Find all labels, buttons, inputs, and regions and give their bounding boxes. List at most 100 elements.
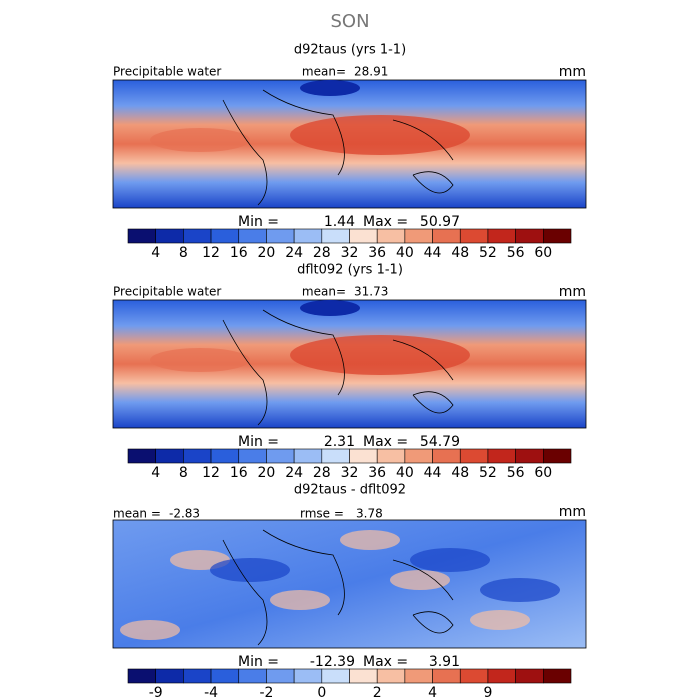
colorbar-box <box>376 668 406 684</box>
colorbar-label: 28 <box>313 465 331 481</box>
colorbar-box <box>376 228 406 244</box>
min-label: Min = <box>238 654 279 670</box>
max-value: 50.97 <box>420 214 460 230</box>
max-value: 3.91 <box>429 654 460 670</box>
colorbar-box <box>127 228 156 244</box>
colorbar-box <box>321 448 350 464</box>
colorbar-label: 36 <box>368 465 386 481</box>
colorbar-box <box>321 668 350 684</box>
stat-label: mean= <box>302 285 346 299</box>
map-blob <box>300 300 360 316</box>
panel-title: d92taus - dflt092 <box>294 483 406 498</box>
map-blob <box>340 530 400 550</box>
colorbar-box <box>321 228 350 244</box>
colorbar-label: 32 <box>341 245 359 261</box>
colorbar-box <box>210 448 240 464</box>
max-label: Max = <box>363 214 408 230</box>
stat-value: 3.78 <box>356 507 383 521</box>
colorbar-label: 2 <box>373 685 382 700</box>
colorbar-box <box>404 668 433 684</box>
colorbar-label: 48 <box>451 465 469 481</box>
stat-label: rmse = <box>300 507 344 521</box>
colorbar-box <box>404 228 433 244</box>
colorbar-box <box>155 448 184 464</box>
panel-title: dflt092 (yrs 1-1) <box>297 263 403 278</box>
colorbar-box <box>349 228 378 244</box>
map-blob <box>390 570 450 590</box>
map-blob <box>410 548 490 572</box>
colorbar-label: -2 <box>259 685 273 700</box>
colorbar-box <box>266 228 295 244</box>
colorbar-label: 4 <box>151 465 160 481</box>
min-value: -12.39 <box>310 654 355 670</box>
colorbar-box <box>266 668 295 684</box>
colorbar-box <box>183 668 212 684</box>
units: mm <box>559 504 586 520</box>
colorbar-label: 9 <box>483 685 492 700</box>
colorbar-box <box>238 448 267 464</box>
colorbar-box <box>349 448 378 464</box>
panel-title: d92taus (yrs 1-1) <box>294 43 406 58</box>
colorbar-box <box>515 228 544 244</box>
colorbar-box <box>266 448 295 464</box>
field-label: Precipitable water <box>113 285 221 299</box>
coastline <box>222 529 454 646</box>
colorbar-label: 12 <box>202 465 220 481</box>
colorbar-box <box>293 668 323 684</box>
coastline <box>222 89 454 206</box>
stat-value: -2.83 <box>169 507 200 521</box>
stat-label: mean= <box>302 65 346 79</box>
colorbar-label: 8 <box>179 465 188 481</box>
colorbar-box <box>515 448 544 464</box>
colorbar-box <box>459 228 489 244</box>
colorbar-label: 4 <box>428 685 437 700</box>
min-label: Min = <box>238 434 279 450</box>
colorbar-box <box>487 448 516 464</box>
stat-label: mean = <box>113 507 161 521</box>
map-blob <box>270 590 330 610</box>
colorbar-box <box>210 668 240 684</box>
units: mm <box>559 284 586 300</box>
max-label: Max = <box>363 654 408 670</box>
colorbar-label: -4 <box>204 685 218 700</box>
map-blob <box>470 610 530 630</box>
colorbar-label: -9 <box>149 685 163 700</box>
field-label: Precipitable water <box>113 65 221 79</box>
colorbar-label: 44 <box>424 245 442 261</box>
colorbar-label: 16 <box>230 245 248 261</box>
colorbar-box <box>404 448 433 464</box>
min-label: Min = <box>238 214 279 230</box>
colorbar-label: 52 <box>479 245 497 261</box>
colorbar-box <box>183 448 212 464</box>
max-value: 54.79 <box>420 434 460 450</box>
colorbar-label: 32 <box>341 465 359 481</box>
colorbar-box <box>127 448 156 464</box>
colorbar-box <box>183 228 212 244</box>
colorbar-box <box>487 228 516 244</box>
colorbar-label: 4 <box>151 245 160 261</box>
colorbar-label: 0 <box>317 685 326 700</box>
coastline <box>222 309 454 426</box>
colorbar-box <box>293 228 323 244</box>
colorbar-box <box>459 448 489 464</box>
colorbar-label: 20 <box>258 465 276 481</box>
colorbar-label: 44 <box>424 465 442 481</box>
colorbar-box <box>432 228 461 244</box>
colorbar-label: 48 <box>451 245 469 261</box>
colorbar-box <box>543 668 572 684</box>
map-blob <box>480 578 560 602</box>
colorbar-label: 52 <box>479 465 497 481</box>
colorbar-label: 24 <box>285 245 303 261</box>
colorbar-label: 60 <box>534 245 552 261</box>
colorbar-label: 16 <box>230 465 248 481</box>
map-blob <box>290 335 470 375</box>
colorbar-label: 24 <box>285 465 303 481</box>
min-value: 1.44 <box>324 214 355 230</box>
colorbar-box <box>376 448 406 464</box>
colorbar-box <box>155 228 184 244</box>
colorbar-box <box>293 448 323 464</box>
colorbar-box <box>543 228 572 244</box>
colorbar-box <box>543 448 572 464</box>
